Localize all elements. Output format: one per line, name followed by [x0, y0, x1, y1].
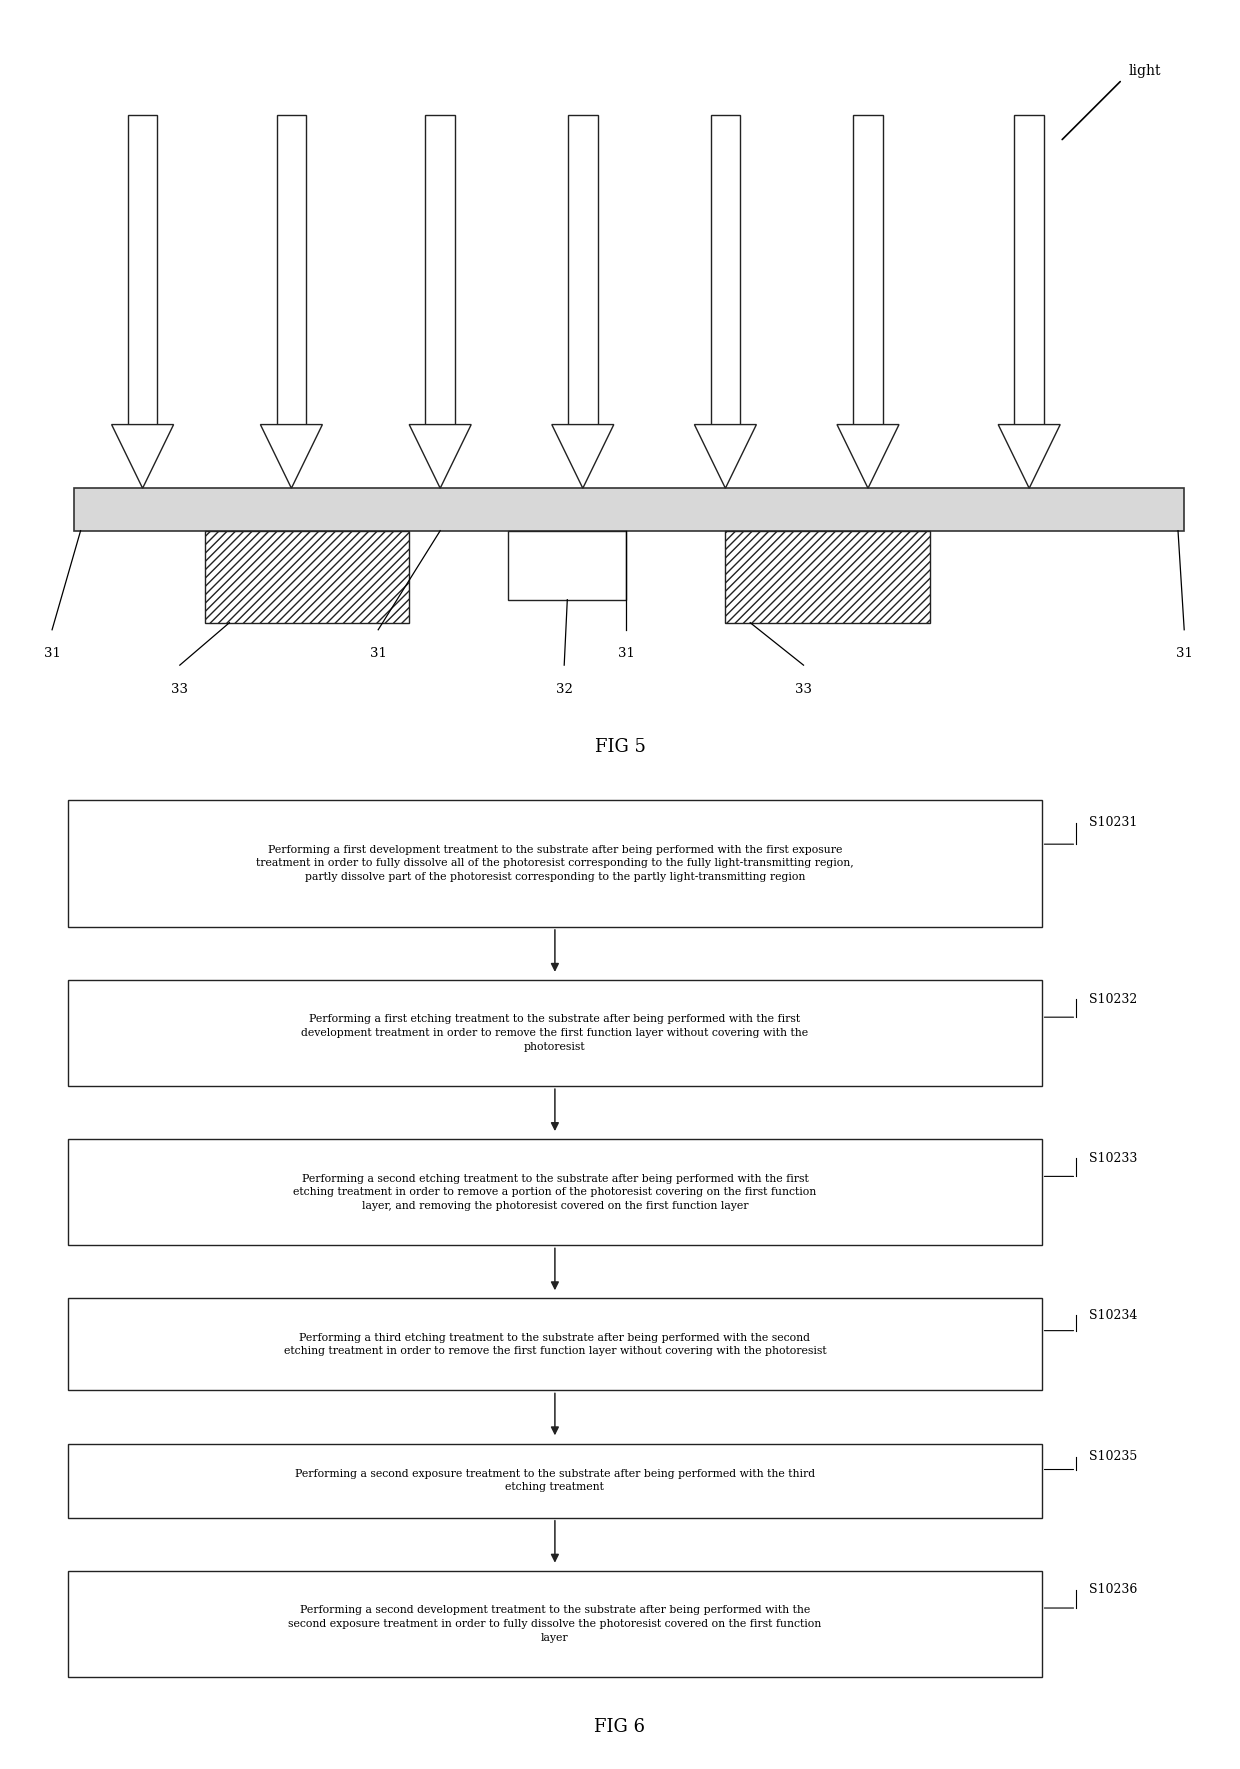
- Bar: [853, 115, 883, 425]
- Bar: [68, 1139, 1042, 1245]
- Text: Performing a third etching treatment to the substrate after being performed with: Performing a third etching treatment to …: [284, 1332, 826, 1357]
- Bar: [725, 531, 930, 623]
- Text: Performing a first development treatment to the substrate after being performed : Performing a first development treatment…: [255, 844, 854, 883]
- Bar: [68, 1298, 1042, 1390]
- Text: S10233: S10233: [1089, 1152, 1137, 1164]
- Text: FIG 5: FIG 5: [594, 738, 646, 755]
- Text: S10235: S10235: [1089, 1451, 1137, 1463]
- Text: 31: 31: [43, 647, 61, 660]
- Text: 33: 33: [171, 683, 188, 695]
- Text: Performing a second development treatment to the substrate after being performed: Performing a second development treatmen…: [288, 1604, 822, 1643]
- Text: Performing a first etching treatment to the substrate after being performed with: Performing a first etching treatment to …: [301, 1014, 808, 1053]
- Polygon shape: [260, 425, 322, 488]
- Bar: [68, 800, 1042, 927]
- Bar: [205, 531, 409, 623]
- Bar: [711, 115, 740, 425]
- Polygon shape: [998, 425, 1060, 488]
- Text: 33: 33: [795, 683, 812, 695]
- Bar: [68, 1444, 1042, 1518]
- Text: Performing a second etching treatment to the substrate after being performed wit: Performing a second etching treatment to…: [294, 1173, 816, 1212]
- Polygon shape: [409, 425, 471, 488]
- Polygon shape: [837, 425, 899, 488]
- Text: S10231: S10231: [1089, 816, 1137, 830]
- Text: S10236: S10236: [1089, 1583, 1137, 1596]
- Bar: [425, 115, 455, 425]
- Text: 32: 32: [556, 683, 573, 695]
- Text: 31: 31: [370, 647, 387, 660]
- Polygon shape: [112, 425, 174, 488]
- Polygon shape: [694, 425, 756, 488]
- Text: S10232: S10232: [1089, 992, 1137, 1005]
- Bar: [68, 980, 1042, 1086]
- Bar: [74, 488, 1184, 531]
- Bar: [68, 1571, 1042, 1677]
- Bar: [508, 531, 626, 600]
- Text: 31: 31: [618, 647, 635, 660]
- Polygon shape: [552, 425, 614, 488]
- Text: S10234: S10234: [1089, 1309, 1137, 1321]
- Bar: [128, 115, 157, 425]
- Text: Performing a second exposure treatment to the substrate after being performed wi: Performing a second exposure treatment t…: [295, 1468, 815, 1493]
- Text: 31: 31: [1176, 647, 1193, 660]
- Bar: [568, 115, 598, 425]
- Text: light: light: [1128, 64, 1161, 78]
- Text: FIG 6: FIG 6: [594, 1718, 646, 1735]
- Bar: [277, 115, 306, 425]
- Bar: [1014, 115, 1044, 425]
